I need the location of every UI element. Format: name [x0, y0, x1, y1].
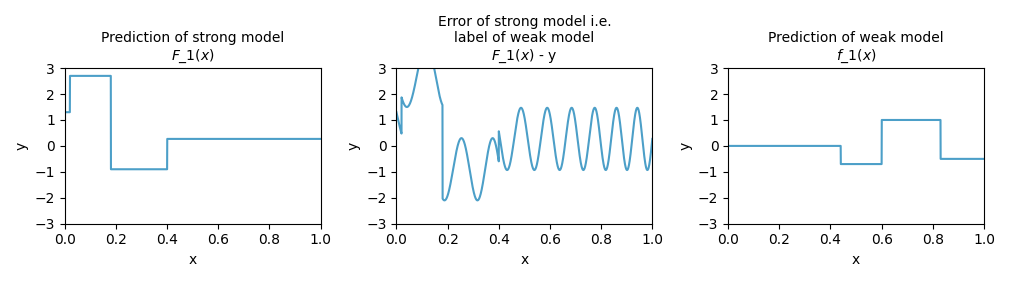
X-axis label: x: x — [851, 253, 861, 267]
Title: Prediction of strong model
$F\_1(x)$: Prediction of strong model $F\_1(x)$ — [101, 31, 285, 65]
Y-axis label: y: y — [15, 142, 29, 150]
Title: Error of strong model i.e.
label of weak model
$F\_1(x)$ - y: Error of strong model i.e. label of weak… — [437, 15, 611, 65]
Title: Prediction of weak model
$f\_1(x)$: Prediction of weak model $f\_1(x)$ — [769, 31, 944, 65]
X-axis label: x: x — [520, 253, 528, 267]
Y-axis label: y: y — [679, 142, 692, 150]
X-axis label: x: x — [189, 253, 197, 267]
Y-axis label: y: y — [346, 142, 361, 150]
